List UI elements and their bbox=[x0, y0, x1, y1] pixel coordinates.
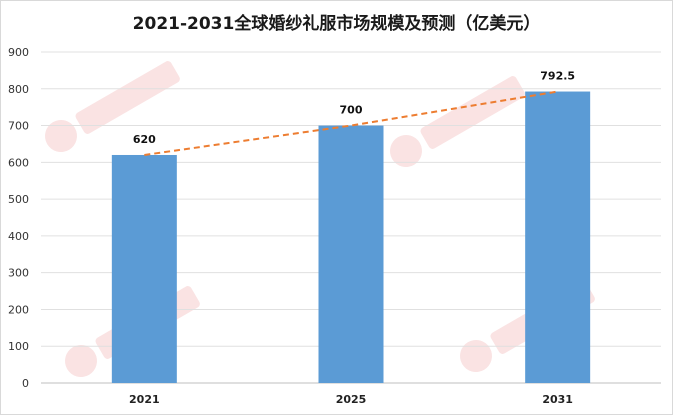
data-label: 620 bbox=[133, 133, 156, 146]
y-tick-label: 200 bbox=[8, 303, 29, 316]
bar bbox=[525, 91, 591, 384]
x-axis: 2021 2025 2031 bbox=[129, 393, 573, 406]
x-tick-label: 2031 bbox=[542, 393, 573, 406]
y-tick-label: 900 bbox=[8, 46, 29, 59]
data-label: 792.5 bbox=[540, 70, 575, 83]
data-label: 700 bbox=[340, 104, 363, 117]
chart-title: 2021-2031全球婚纱礼服市场规模及预测（亿美元） bbox=[132, 14, 541, 34]
y-axis: 0 100 200 300 400 500 600 700 800 900 bbox=[8, 46, 29, 390]
bars bbox=[111, 91, 591, 384]
data-labels: 620 700 792.5 bbox=[133, 70, 575, 146]
y-tick-label: 100 bbox=[8, 340, 29, 353]
y-tick-label: 400 bbox=[8, 230, 29, 243]
y-tick-label: 700 bbox=[8, 120, 29, 133]
x-tick-label: 2025 bbox=[336, 393, 367, 406]
y-tick-label: 0 bbox=[22, 377, 29, 390]
y-tick-label: 600 bbox=[8, 156, 29, 169]
y-tick-label: 500 bbox=[8, 193, 29, 206]
bar bbox=[318, 125, 384, 384]
y-tick-label: 300 bbox=[8, 267, 29, 280]
x-tick-label: 2021 bbox=[129, 393, 160, 406]
bar bbox=[111, 154, 177, 383]
y-tick-label: 800 bbox=[8, 83, 29, 96]
